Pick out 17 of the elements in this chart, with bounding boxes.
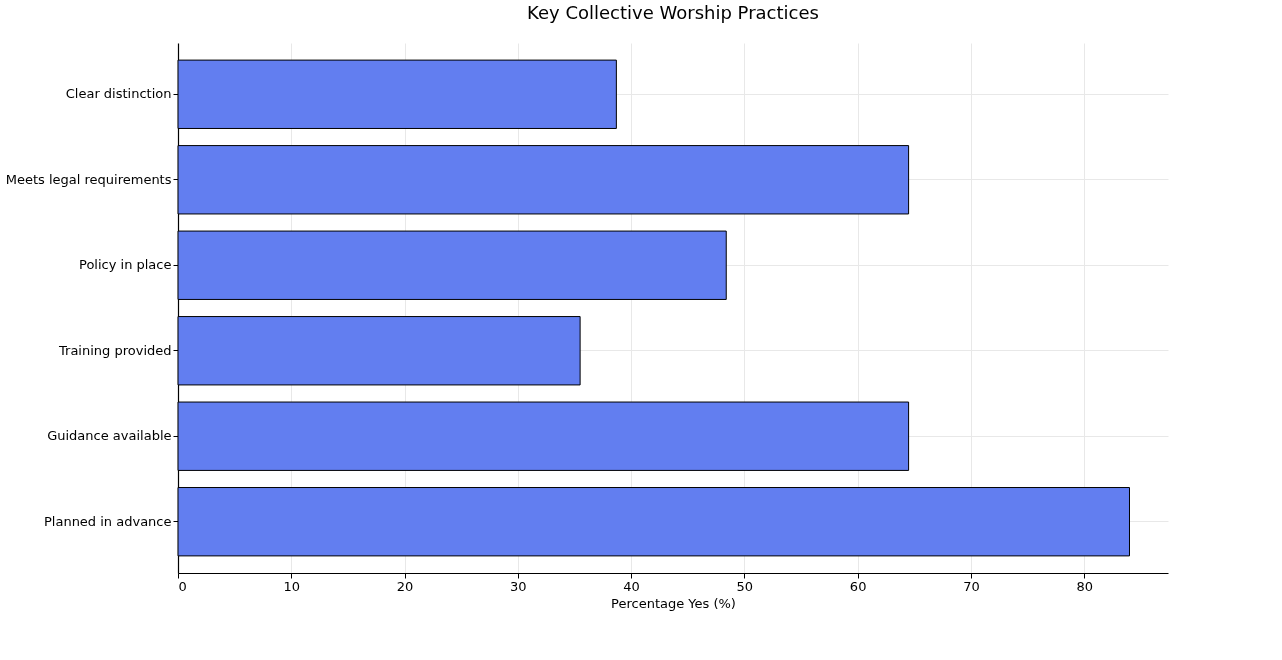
x-tick-label: 60: [849, 578, 867, 594]
y-tick-label: Planned in advance: [43, 513, 172, 529]
x-tick-label: 80: [1076, 578, 1093, 594]
x-tick-label: 70: [963, 578, 980, 594]
x-axis-title: Percentage Yes (%): [611, 595, 736, 611]
y-tick-label: Guidance available: [47, 428, 172, 444]
y-tick-label: Training provided: [58, 342, 172, 358]
x-tick-label: 0: [178, 578, 187, 594]
x-tick-label: 40: [623, 578, 640, 594]
chart-title: Key Collective Worship Practices: [527, 2, 819, 23]
x-tick-label: 10: [283, 578, 301, 594]
y-tick-label: Meets legal requirements: [5, 171, 172, 187]
x-tick-label: 50: [736, 578, 754, 594]
y-tick-label: Policy in place: [79, 257, 172, 273]
x-tick-label: 30: [510, 578, 527, 594]
y-tick-label: Clear distinction: [65, 86, 172, 102]
x-tick-label: 20: [396, 578, 414, 594]
